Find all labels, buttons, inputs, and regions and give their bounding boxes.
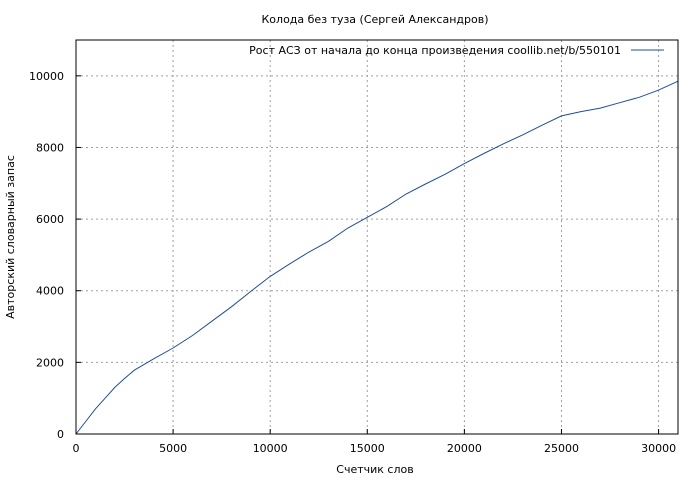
x-axis-label: Счетчик слов <box>336 463 413 476</box>
series-line <box>75 80 679 435</box>
legend-label: Рост АСЗ от начала до конца произведения… <box>249 44 621 57</box>
y-tick-label: 6000 <box>36 213 64 226</box>
chart-title: Колода без туза (Сергей Александров) <box>262 13 489 26</box>
x-tick-label: 0 <box>73 442 80 455</box>
y-tick-label: 10000 <box>29 70 64 83</box>
x-tick-label: 20000 <box>447 442 482 455</box>
x-tick-label: 10000 <box>253 442 288 455</box>
y-axis-ticks: 0 2000 4000 6000 8000 10000 <box>29 70 81 441</box>
y-tick-label: 0 <box>57 428 64 441</box>
series-lines <box>75 80 679 435</box>
y-axis-label: Авторский словарный запас <box>4 155 17 319</box>
y-tick-label: 8000 <box>36 141 64 154</box>
x-axis-ticks: 0 5000 10000 15000 20000 25000 30000 <box>73 429 676 455</box>
y-tick-label: 4000 <box>36 285 64 298</box>
plot-frame <box>75 39 679 435</box>
grid-lines <box>76 40 678 434</box>
x-tick-label: 15000 <box>350 442 385 455</box>
legend: Рост АСЗ от начала до конца произведения… <box>249 44 664 57</box>
x-tick-label: 30000 <box>641 442 676 455</box>
x-tick-label: 5000 <box>159 442 187 455</box>
x-tick-label: 25000 <box>544 442 579 455</box>
y-tick-label: 2000 <box>36 356 64 369</box>
